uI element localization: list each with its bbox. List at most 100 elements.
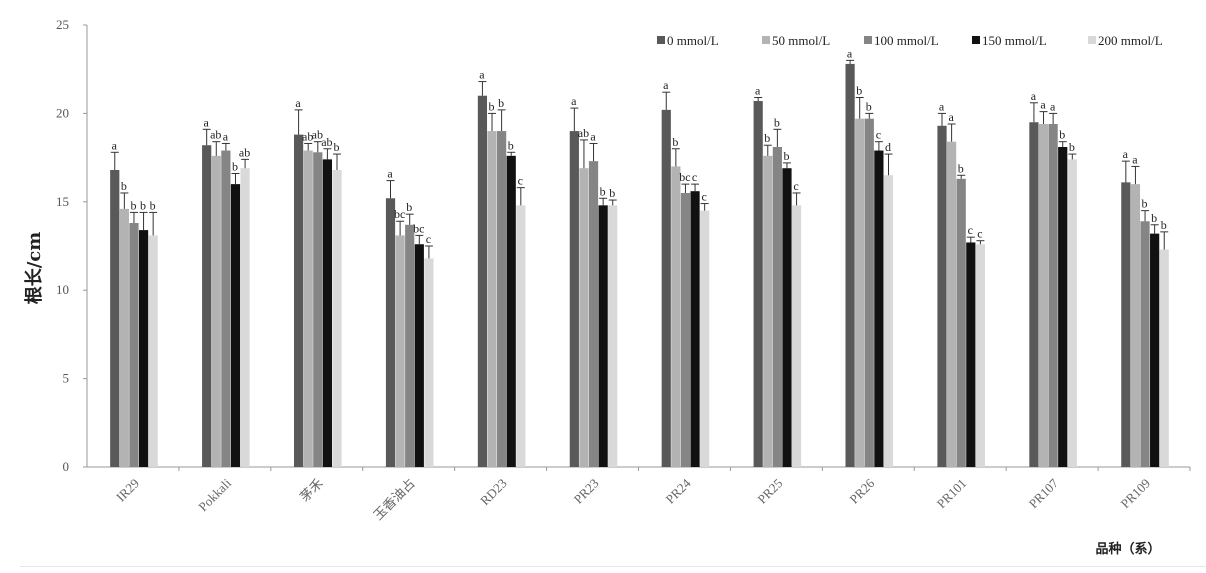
significance-label: a [1123,147,1129,161]
significance-label: a [479,68,485,82]
category-label: PR109 [1118,476,1154,512]
bar [293,134,304,467]
significance-label: b [600,184,606,198]
bar [700,210,710,467]
significance-label: c [518,174,523,188]
bar [202,145,212,467]
bar [506,155,516,467]
bar [230,184,241,467]
bar [579,168,589,467]
significance-label: a [755,83,761,97]
bar [598,205,608,467]
bar [1121,182,1131,468]
category-label: RD23 [477,476,510,509]
significance-label: b [406,200,412,214]
significance-label: a [663,78,669,92]
bar [1150,233,1160,467]
significance-label: b [609,186,615,200]
significance-label: b [764,131,770,145]
bar [487,131,497,467]
significance-label: b [498,96,504,110]
significance-label: b [489,99,495,113]
category-label: PR24 [663,475,694,506]
bar [395,235,405,467]
y-tick-label: 20 [56,105,69,120]
bottom-divider [20,566,1206,567]
bar [753,101,763,468]
category-label: IR29 [113,476,142,505]
significance-label: b [672,135,678,149]
significance-label: ab [578,126,589,140]
significance-label: a [204,115,210,129]
bar [1038,124,1049,468]
significance-label: ab [312,128,323,142]
bar [313,152,323,467]
significance-label: c [692,170,697,184]
category-label: Pokkali [195,475,234,514]
bar [303,150,313,467]
legend-swatch [864,36,872,44]
y-tick-label: 10 [56,282,69,297]
category-label: PR25 [754,476,785,507]
bar [414,244,424,467]
significance-label: a [1040,98,1046,112]
bar [975,244,986,467]
legend-swatch [657,36,665,44]
bar [1140,221,1150,467]
significance-label: b [856,83,862,97]
significance-label: bc [413,221,424,235]
category-label: PR23 [571,476,602,507]
significance-label: b [150,198,156,212]
significance-label: b [866,99,872,113]
significance-label: bc [679,170,690,184]
significance-label: b [121,179,127,193]
bar [690,191,700,467]
bar [855,118,865,467]
category-labels: IR29 Pokkali 茅禾 玉香油占 RD23 PR23 PR24 PR25 PR26 PR1… [113,475,1153,523]
significance-label: b [140,198,146,212]
bar [791,205,802,467]
significance-label: b [508,138,514,152]
bars [110,63,1169,468]
significance-label: b [1069,140,1075,154]
bar [661,109,671,467]
y-tick-label: 0 [63,459,70,474]
bar [211,155,221,467]
legend: 0 mmol/L 50 mmol/L 100 mmol/L 150 mmol/L 200… [657,33,1163,48]
legend-label: 100 mmol/L [874,33,939,48]
significance-label: bc [394,207,405,221]
bar [874,150,884,467]
category-label: PR26 [846,475,877,506]
significance-label: b [958,161,964,175]
legend-swatch [762,36,770,44]
bar [772,146,782,467]
significance-label: b [333,140,339,154]
significance-label: a [223,129,229,143]
significance-label: a [387,167,393,181]
x-axis-label: 品种（系） [1095,541,1160,557]
significance-label: c [876,128,881,142]
legend-swatch [972,36,980,44]
significance-label: ab [302,129,313,143]
bar [1058,146,1068,467]
legend-label: 150 mmol/L [982,33,1047,48]
significance-label: b [232,160,238,174]
bar [883,175,894,467]
significance-label: c [968,223,973,237]
significance-label: a [1050,99,1056,113]
significance-label: a [571,94,577,108]
bar [1159,249,1169,467]
bar [956,178,966,468]
bar [516,205,526,467]
bar [1067,159,1077,468]
bar [937,125,947,467]
bar [405,224,415,467]
significance-label: a [112,138,118,152]
bar [782,168,792,467]
bar [588,161,599,468]
bar [680,192,691,467]
category-label: 茅禾 [297,476,326,505]
significance-label: b [774,115,780,129]
bar [221,150,231,467]
